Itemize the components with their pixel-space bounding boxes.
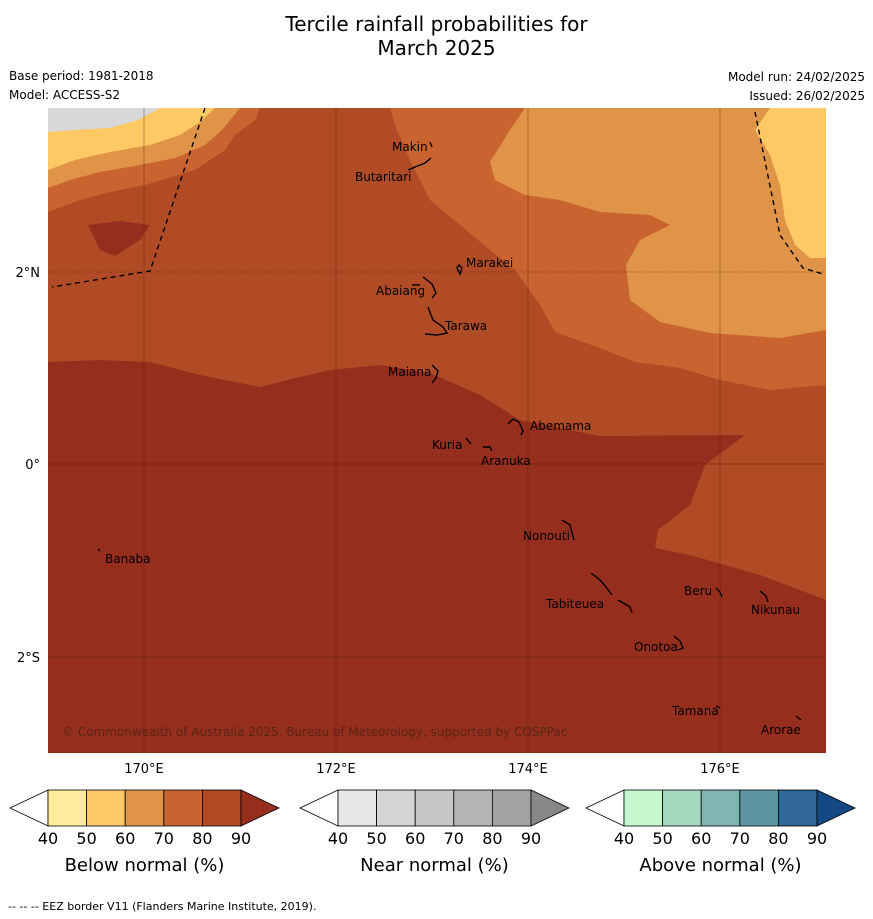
colorbars: 40 50 60 70 80 90 Below normal (%) 40 50 60 70 80 90… — [9, 789, 856, 876]
colorbar-near-tick: 80 — [482, 829, 502, 848]
colorbar-below: 40 50 60 70 80 90 Below normal (%) — [9, 789, 280, 876]
island-label-maiana: Maiana — [388, 365, 431, 379]
probability-shading — [48, 108, 826, 753]
colorbar-near-cell — [376, 789, 416, 827]
eez-borders — [51, 107, 824, 288]
colorbar-above-cell — [623, 789, 663, 827]
colorbar-above-cell — [778, 789, 818, 827]
blob-80-90-nw — [88, 221, 150, 256]
colorbar-above-tick: 60 — [691, 829, 711, 848]
colorbar-above-high-extend — [816, 789, 856, 827]
colorbar-below-tick: 60 — [115, 829, 135, 848]
colorbar-below-high-extend — [240, 789, 280, 827]
colorbar-below-tick: 40 — [38, 829, 58, 848]
colorbar-below-cell — [124, 789, 165, 827]
lon-label-172e: 172°E — [316, 762, 356, 777]
colorbar-near-tick: 50 — [366, 829, 386, 848]
island-label-marakei: Marakei — [466, 256, 513, 270]
island-label-arorae: Arorae — [761, 723, 801, 737]
island-label-nonouti: Nonouti — [523, 529, 570, 543]
lat-label-2s: 2°S — [17, 651, 40, 666]
colorbar-near-label: Near normal (%) — [360, 855, 509, 876]
eez-footnote: -- -- -- EEZ border V11 (Flanders Marine… — [8, 900, 317, 913]
lon-label-170e: 170°E — [124, 762, 164, 777]
colorbar-below-label: Below normal (%) — [65, 855, 225, 876]
colorbar-near: 40 50 60 70 80 90 Near normal (%) — [299, 789, 570, 876]
island-label-abemama: Abemama — [530, 419, 591, 433]
issued-label: Issued: 26/02/2025 — [749, 89, 865, 103]
colorbar-above-tick: 70 — [730, 829, 750, 848]
base-period-label: Base period: 1981-2018 — [9, 69, 154, 83]
copyright-text: © Commonwealth of Australia 2025, Bureau… — [62, 725, 567, 739]
colorbar-above-tick: 40 — [614, 829, 634, 848]
colorbar-above-tick: 90 — [807, 829, 827, 848]
model-label: Model: ACCESS-S2 — [9, 88, 121, 102]
colorbar-near-cell — [414, 789, 455, 827]
colorbar-below-cell — [47, 789, 87, 827]
colorbar-below-tick: 50 — [76, 829, 96, 848]
lat-label-2n: 2°N — [16, 266, 41, 281]
colorbar-below-tick: 70 — [154, 829, 174, 848]
map-title-line2: March 2025 — [377, 36, 496, 60]
colorbar-below-low-extend — [9, 789, 49, 827]
colorbar-near-high-extend — [530, 789, 570, 827]
colorbar-above: 40 50 60 70 80 90 Above normal (%) — [585, 789, 856, 876]
island-label-aranuka: Aranuka — [481, 454, 531, 468]
island-label-tamana: Tamana — [671, 704, 719, 718]
colorbar-above-tick: 50 — [652, 829, 672, 848]
island-label-makin: Makin — [392, 140, 428, 154]
colorbar-near-tick: 60 — [405, 829, 425, 848]
island-label-butaritari: Butaritari — [355, 170, 412, 184]
colorbar-near-cell — [453, 789, 493, 827]
island-label-banaba: Banaba — [105, 552, 151, 566]
colorbar-above-label: Above normal (%) — [639, 855, 801, 876]
island-label-kuria: Kuria — [432, 438, 463, 452]
island-label-tabiteuea: Tabiteuea — [545, 597, 604, 611]
band-50-60-ne — [490, 108, 826, 338]
lon-label-176e: 176°E — [700, 762, 740, 777]
island-label-nikunau: Nikunau — [751, 603, 800, 617]
colorbar-below-tick: 80 — [192, 829, 212, 848]
colorbar-below-cell — [201, 789, 242, 827]
island-label-tarawa: Tarawa — [444, 319, 487, 333]
model-run-label: Model run: 24/02/2025 — [727, 70, 865, 84]
colorbar-near-cell — [337, 789, 377, 827]
band-below-40-nw — [48, 108, 160, 132]
island-shapes — [97, 141, 802, 721]
colorbar-near-cell — [491, 789, 532, 827]
colorbar-near-tick: 90 — [521, 829, 541, 848]
island-label-onotoa: Onotoa — [634, 640, 678, 654]
island-label-beru: Beru — [684, 584, 712, 598]
map-title-line1: Tercile rainfall probabilities for — [285, 12, 588, 36]
lat-label-0: 0° — [25, 458, 40, 473]
colorbar-above-cell — [662, 789, 702, 827]
map-gridlines — [48, 108, 826, 753]
colorbar-below-cell — [86, 789, 126, 827]
colorbar-below-cell — [163, 789, 203, 827]
band-40-50-ne — [755, 108, 826, 258]
colorbar-above-cell — [739, 789, 779, 827]
colorbar-above-low-extend — [585, 789, 625, 827]
lon-label-174e: 174°E — [508, 762, 548, 777]
colorbar-above-tick: 80 — [768, 829, 788, 848]
island-label-abaiang: Abaiang — [376, 284, 425, 298]
colorbar-near-tick: 40 — [328, 829, 348, 848]
colorbar-above-cell — [700, 789, 741, 827]
colorbar-below-tick: 90 — [231, 829, 251, 848]
colorbar-near-low-extend — [299, 789, 339, 827]
colorbar-near-tick: 70 — [444, 829, 464, 848]
